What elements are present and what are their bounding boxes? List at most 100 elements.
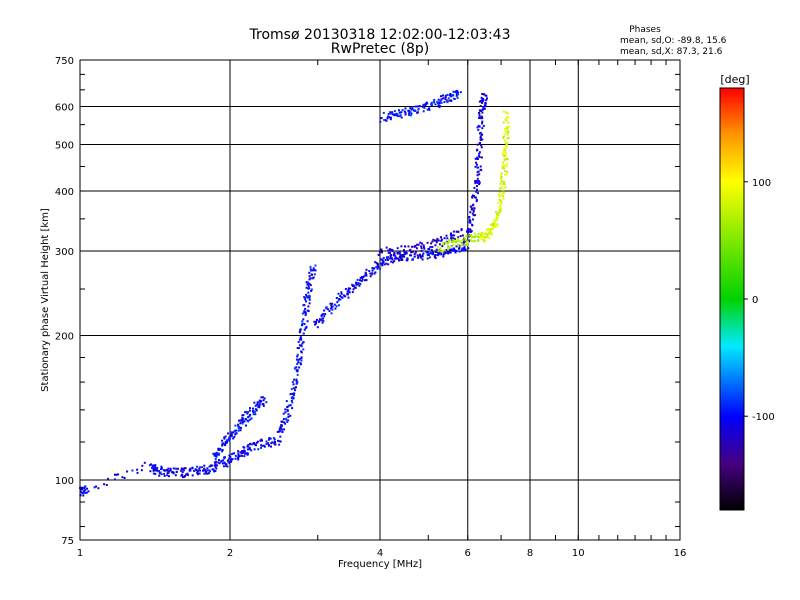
data-point-f1-mid (337, 299, 340, 302)
data-point-low-band (191, 474, 194, 477)
data-point-f1-mid (371, 269, 374, 272)
data-point-low-band (166, 469, 169, 472)
data-point-low-band (234, 457, 237, 460)
data-point-f2-x-trace (502, 161, 504, 164)
data-point-top-return (398, 111, 401, 114)
data-point-f2-o-trace (477, 192, 479, 195)
data-point-lower-e-rise (252, 407, 254, 410)
data-point-f1-mid (356, 278, 359, 281)
data-point-f1-mid (358, 284, 361, 287)
data-point-f2-x-trace (502, 150, 505, 153)
x-tick-label: 10 (572, 548, 585, 559)
data-point-f2-x-trace (506, 127, 509, 130)
data-point-low-band (167, 471, 170, 474)
data-point-top-return (417, 111, 419, 114)
data-point-e-cusp (308, 298, 311, 301)
data-point-f2-x-trace (504, 151, 507, 154)
x-tick-label: 8 (527, 548, 533, 559)
data-point-f1-mid (361, 278, 364, 281)
data-point-low-band (123, 477, 126, 479)
data-point-lower-e-rise (245, 418, 247, 421)
data-point-low-band (169, 469, 172, 472)
data-point-low-band (177, 467, 179, 470)
data-point-f2-x-trace (500, 202, 503, 205)
data-point-lower-e-rise (240, 420, 243, 423)
data-point-f1-mid (450, 248, 453, 251)
data-point-top-return (448, 99, 451, 102)
data-point-lower-e-rise (260, 400, 263, 403)
data-point-f2-o-trace (477, 128, 480, 131)
data-point-low-band (271, 441, 274, 444)
data-point-f1-upper (389, 251, 391, 254)
data-point-low-band (261, 439, 263, 442)
data-point-f1-mid (400, 255, 403, 258)
data-point-lower-e-rise (243, 420, 246, 423)
data-point-top-return (448, 94, 451, 97)
data-point-f1-upper (400, 245, 403, 248)
data-point-low-band (184, 467, 187, 470)
data-point-f2-x-lower (456, 239, 459, 242)
data-point-f2-o-trace (476, 188, 478, 191)
data-point-low-band (154, 469, 157, 472)
data-point-lower-e-rise (223, 436, 226, 439)
data-point-low-band (151, 464, 154, 467)
data-point-f1-mid (391, 258, 394, 261)
data-point-low-band (206, 472, 209, 475)
data-point-f1-mid (349, 287, 352, 290)
data-point-low-band (260, 444, 263, 447)
data-point-lower-e-rise (212, 452, 215, 455)
data-point-low-band (222, 459, 225, 462)
data-point-e-cusp (280, 424, 283, 426)
colorbar-tick-label: 100 (752, 178, 771, 189)
data-point-f2-x-lower (466, 240, 469, 243)
data-point-f1-mid (357, 282, 360, 284)
data-point-f1-mid (370, 273, 373, 276)
data-point-f1-mid (437, 253, 440, 255)
data-point-e-cusp (291, 407, 294, 410)
data-point-f2-o-trace (480, 117, 483, 120)
data-point-e-cusp (282, 418, 285, 420)
data-point-low-band (270, 445, 272, 448)
data-point-f1-mid (379, 267, 382, 270)
data-point-f2-x-trace (501, 152, 504, 155)
data-point-e-cusp (308, 287, 311, 290)
data-point-top-return (389, 118, 392, 121)
data-point-low-band (225, 463, 228, 466)
data-point-f2-x-trace (505, 165, 508, 167)
data-point-e-cusp (306, 283, 309, 286)
data-point-f1-mid (325, 307, 328, 310)
data-point-e-cusp (313, 269, 316, 272)
data-point-low-band (85, 491, 88, 494)
data-point-f2-x-trace (493, 225, 496, 228)
data-point-f2-x-trace (495, 216, 498, 219)
data-point-e-cusp (290, 399, 293, 402)
data-point-f1-upper (419, 241, 422, 244)
data-point-f1-mid (316, 318, 318, 321)
data-point-low-band (272, 437, 275, 440)
data-point-top-return (409, 114, 412, 117)
data-point-low-band (172, 472, 175, 475)
data-point-low-band (245, 452, 248, 455)
data-point-low-band (265, 440, 268, 443)
data-point-e-cusp (284, 411, 287, 414)
data-point-lower-e-rise (233, 430, 236, 432)
data-point-f1-upper (430, 242, 433, 245)
data-point-lower-e-rise (246, 412, 249, 415)
data-point-e-cusp (304, 296, 307, 299)
data-point-f2-x-lower (476, 235, 479, 238)
data-point-lower-e-rise (259, 401, 262, 404)
data-point-e-cusp (280, 425, 283, 428)
data-point-f2-x-lower (478, 236, 480, 239)
data-point-f2-o-trace (469, 205, 472, 208)
data-point-f1-mid (390, 254, 393, 256)
data-point-top-return (426, 102, 429, 105)
data-point-f2-o-trace (478, 142, 481, 144)
data-point-f1-mid (458, 247, 460, 250)
data-point-f2-o-trace (481, 97, 484, 100)
data-point-f1-mid (386, 259, 389, 261)
data-point-low-band (82, 487, 85, 489)
data-point-f2-x-trace (492, 225, 495, 227)
data-point-f2-o-trace (480, 146, 483, 149)
data-point-f1-mid (391, 257, 393, 260)
